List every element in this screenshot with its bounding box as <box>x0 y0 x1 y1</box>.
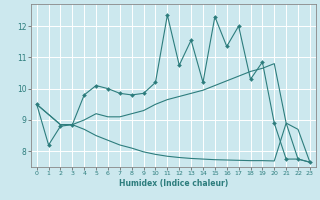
X-axis label: Humidex (Indice chaleur): Humidex (Indice chaleur) <box>119 179 228 188</box>
